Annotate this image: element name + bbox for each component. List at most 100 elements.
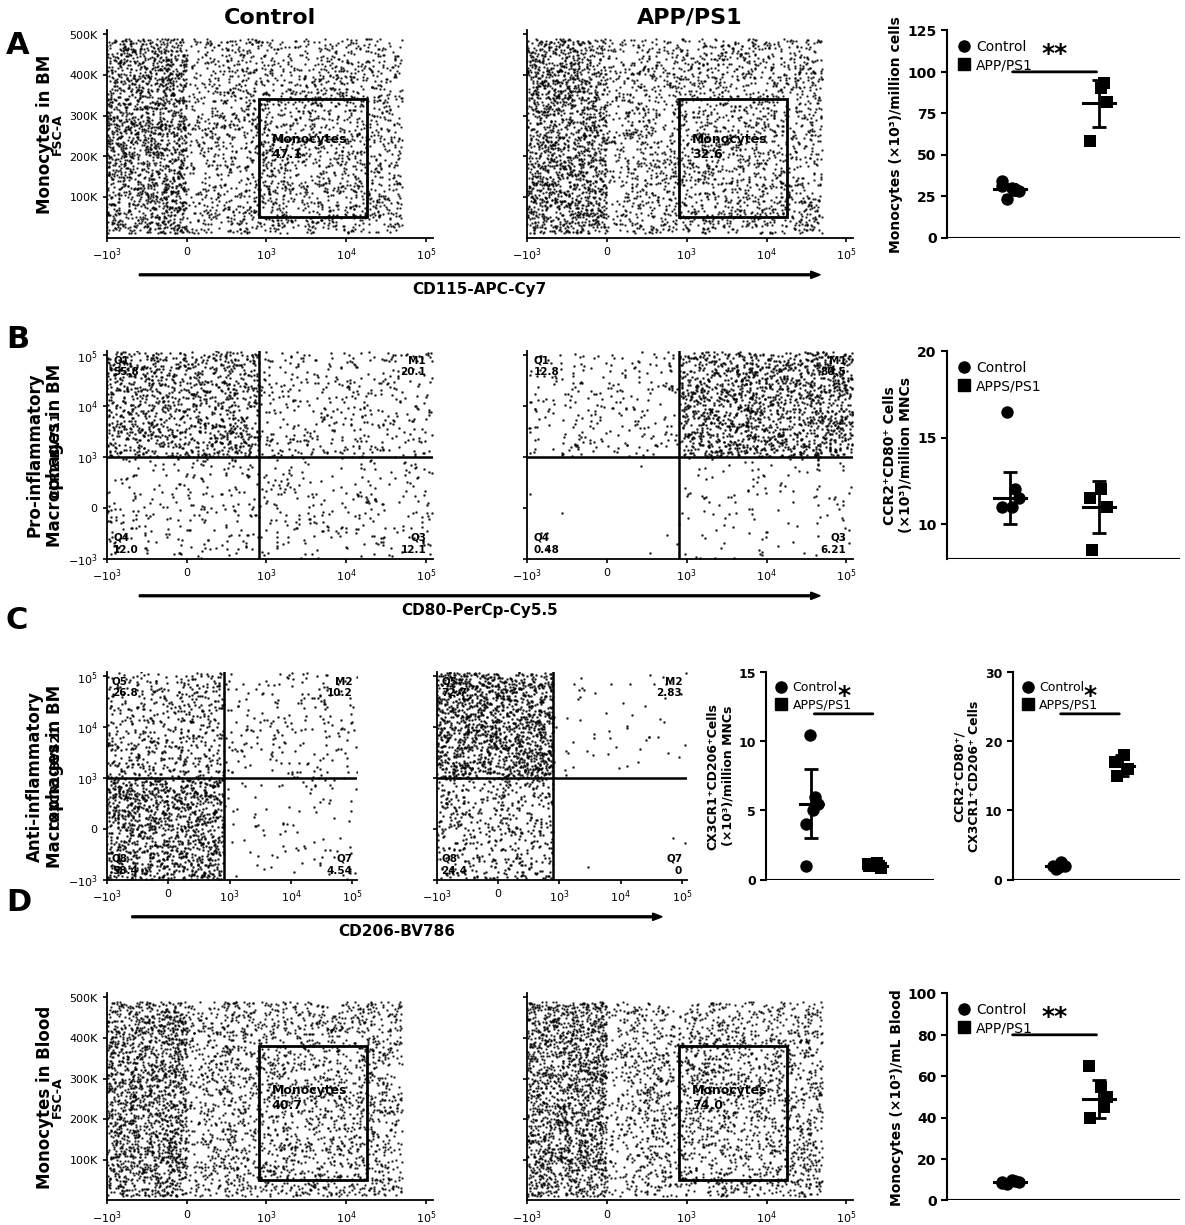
Point: [124, 1107, 143, 1127]
Point: [341, 1008, 360, 1028]
Point: [722, 160, 741, 180]
Point: [553, 445, 572, 464]
Point: [155, 99, 174, 119]
Point: [527, 1116, 546, 1136]
Point: [769, 1071, 788, 1090]
Point: [333, 141, 352, 160]
Point: [638, 122, 656, 142]
Point: [525, 213, 544, 233]
Point: [506, 737, 525, 757]
Point: [133, 1029, 152, 1049]
Point: [316, 377, 335, 397]
Point: [549, 1115, 568, 1134]
Point: [139, 430, 158, 450]
Point: [179, 794, 198, 813]
Point: [148, 1077, 167, 1096]
Point: [315, 1013, 334, 1033]
Point: [741, 402, 760, 421]
Point: [154, 96, 173, 115]
Point: [153, 143, 172, 163]
Point: [540, 76, 559, 96]
Point: [164, 1000, 182, 1019]
Point: [258, 1117, 277, 1137]
Point: [139, 1054, 158, 1073]
Point: [691, 549, 710, 568]
Point: [546, 218, 565, 238]
Point: [755, 1107, 774, 1127]
Point: [555, 183, 574, 202]
Point: [738, 168, 757, 187]
Point: [556, 1120, 575, 1139]
Point: [653, 1116, 672, 1136]
Point: [134, 779, 153, 799]
Point: [109, 865, 128, 884]
Point: [167, 126, 186, 146]
Point: [763, 1122, 782, 1142]
Point: [235, 431, 254, 451]
Point: [185, 368, 204, 387]
Point: [705, 364, 724, 383]
Point: [102, 187, 121, 207]
Point: [252, 1047, 271, 1067]
Point: [540, 65, 559, 85]
Point: [205, 176, 224, 196]
Point: [332, 74, 351, 93]
Point: [169, 697, 188, 717]
Point: [581, 56, 600, 76]
Point: [245, 110, 264, 130]
Point: [146, 753, 165, 773]
Point: [673, 368, 692, 387]
Point: [834, 377, 853, 397]
Point: [603, 398, 622, 418]
Point: [705, 1062, 724, 1082]
Point: [561, 205, 579, 224]
Point: [364, 1033, 383, 1052]
Point: [732, 371, 751, 391]
Point: [784, 424, 803, 443]
Point: [147, 737, 166, 757]
Point: [569, 1115, 588, 1134]
Point: [101, 38, 120, 58]
Point: [800, 125, 819, 145]
Point: [536, 218, 555, 238]
Point: [172, 209, 191, 229]
Point: [192, 824, 211, 844]
Point: [590, 205, 609, 224]
Point: [389, 366, 408, 386]
Point: [201, 107, 220, 126]
Point: [271, 75, 290, 94]
Point: [149, 1165, 168, 1185]
Point: [212, 116, 231, 136]
Point: [822, 358, 841, 377]
Point: [700, 1001, 719, 1020]
Point: [353, 71, 372, 91]
Point: [179, 354, 198, 374]
Point: [559, 1128, 578, 1148]
Point: [447, 706, 466, 725]
Point: [732, 157, 751, 176]
Point: [198, 1137, 217, 1156]
Point: [346, 196, 365, 216]
Point: [143, 1007, 162, 1027]
Point: [834, 445, 853, 464]
Point: [656, 1144, 675, 1164]
Point: [277, 131, 296, 151]
Point: [132, 1020, 150, 1040]
Point: [296, 370, 315, 390]
Point: [540, 151, 559, 170]
Point: [152, 42, 171, 61]
Point: [728, 183, 747, 202]
Point: [754, 129, 773, 148]
Point: [787, 435, 806, 454]
Point: [481, 702, 500, 722]
Point: [564, 118, 583, 137]
Point: [728, 430, 747, 450]
Point: [382, 194, 401, 213]
Point: [521, 130, 540, 149]
Point: [124, 113, 143, 132]
Point: [237, 466, 256, 485]
Point: [340, 380, 359, 399]
Point: [115, 1007, 134, 1027]
Point: [742, 428, 761, 447]
Point: [342, 1117, 361, 1137]
